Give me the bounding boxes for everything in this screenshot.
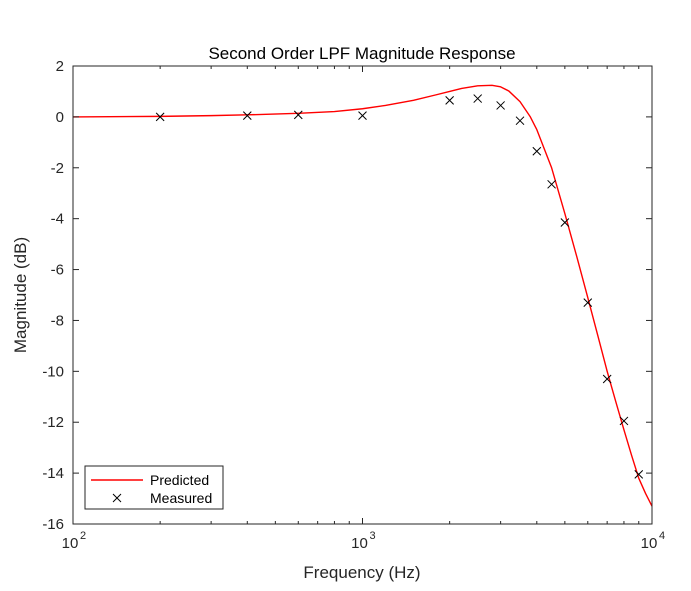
y-tick-label: 2 — [56, 58, 64, 75]
measured-point — [532, 146, 542, 156]
y-tick-label: -4 — [51, 211, 64, 228]
x-tick-base: 10 — [351, 535, 368, 552]
measured-point — [515, 116, 525, 126]
y-axis: 2 0 -2 -4 -6 -8 -10 -12 -14 -16 — [42, 58, 652, 533]
x-tick-base: 10 — [641, 535, 658, 552]
legend: Predicted Measured — [84, 465, 224, 510]
y-tick-label: -10 — [42, 363, 64, 380]
measured-point — [583, 298, 593, 307]
x-tick-label: 10 4 — [641, 530, 665, 552]
chart-title: Second Order LPF Magnitude Response — [208, 44, 515, 63]
y-tick-label: -6 — [51, 262, 64, 279]
measured-point — [155, 112, 165, 122]
legend-predicted-label: Predicted — [150, 472, 209, 488]
legend-measured-marker — [112, 493, 122, 503]
legend-box — [84, 465, 224, 510]
x-tick-label: 10 3 — [351, 530, 375, 552]
y-tick-label: -2 — [51, 160, 64, 177]
series-line-predicted — [72, 84, 653, 507]
markers-layer — [155, 94, 644, 479]
measured-point — [358, 111, 367, 120]
measured-point — [619, 416, 629, 426]
measured-point — [496, 101, 505, 110]
measured-point — [634, 470, 644, 479]
x-axis: 10 2 10 3 10 4 — [62, 66, 665, 552]
y-tick-label: 0 — [56, 109, 64, 126]
y-axis-label: Magnitude (dB) — [11, 237, 30, 353]
x-tick-exponent: 2 — [80, 530, 86, 542]
measured-point — [602, 374, 612, 384]
measured-point — [560, 218, 570, 227]
x-axis-label: Frequency (Hz) — [303, 563, 420, 582]
y-tick-label: -16 — [42, 516, 64, 533]
measured-point — [242, 111, 252, 120]
x-tick-base: 10 — [62, 535, 79, 552]
y-tick-label: -8 — [51, 312, 64, 329]
y-tick-label: -14 — [42, 465, 64, 482]
legend-measured-label: Measured — [150, 490, 212, 506]
x-tick-label: 10 2 — [62, 530, 86, 552]
x-tick-exponent: 4 — [659, 530, 665, 542]
curves-layer — [72, 84, 653, 507]
measured-point — [293, 110, 303, 120]
y-tick-label: -12 — [42, 414, 64, 431]
measured-point — [547, 179, 556, 189]
measured-point — [445, 95, 455, 105]
x-tick-exponent: 3 — [369, 530, 375, 542]
plot-area — [73, 66, 652, 524]
measured-point — [473, 94, 483, 103]
